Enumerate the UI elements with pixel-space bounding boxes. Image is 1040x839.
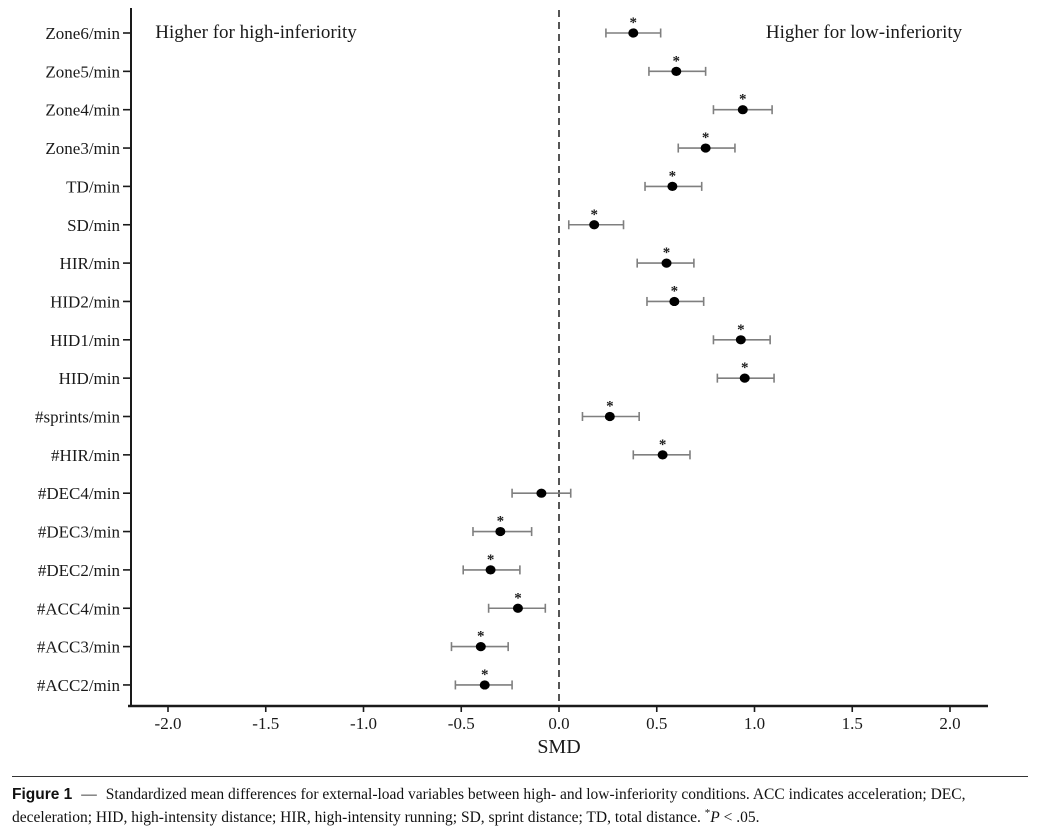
data-point — [657, 450, 668, 460]
x-tick-label: 1.5 — [842, 714, 863, 733]
category-label: Zone6/min — [45, 24, 120, 43]
significance-asterisk: * — [487, 552, 495, 568]
significance-asterisk: * — [590, 207, 598, 223]
category-label: Zone4/min — [45, 101, 120, 120]
significance-asterisk: * — [671, 283, 679, 299]
category-label: #DEC4/min — [38, 484, 121, 503]
data-point — [669, 296, 680, 307]
significance-asterisk: * — [737, 322, 745, 338]
figure-caption-text: Standardized mean differences for extern… — [12, 786, 966, 827]
significance-asterisk: * — [739, 92, 747, 108]
significance-asterisk: * — [481, 667, 489, 683]
annotation-higher-high-inferiority: Higher for high-inferiority — [155, 22, 357, 43]
x-tick-label: -1.0 — [350, 714, 377, 733]
data-point — [495, 526, 506, 537]
x-tick-label: -2.0 — [155, 714, 182, 733]
data-point — [536, 488, 547, 498]
significance-asterisk: * — [606, 399, 614, 415]
figure-caption: Figure 1 — Standardized mean differences f… — [12, 776, 1028, 829]
category-label: #ACC3/min — [37, 638, 121, 657]
category-label: #sprints/min — [35, 408, 121, 427]
data-point — [512, 603, 523, 613]
x-tick-label: 0.0 — [548, 714, 569, 733]
category-label: HID1/min — [50, 331, 120, 350]
category-label: HIR/min — [60, 254, 121, 273]
significance-asterisk: * — [669, 168, 677, 184]
category-label: #ACC2/min — [37, 676, 121, 695]
significance-note-star: * — [704, 807, 711, 819]
category-label: HID/min — [59, 369, 121, 388]
figure-caption-label: Figure 1 — [12, 786, 73, 803]
significance-asterisk: * — [702, 130, 710, 146]
category-label: HID2/min — [50, 292, 120, 311]
x-tick-label: 0.5 — [646, 714, 667, 733]
category-label: Zone5/min — [45, 62, 120, 81]
data-point — [479, 680, 490, 690]
category-label: #ACC4/min — [37, 599, 121, 618]
x-tick-label: -1.5 — [252, 714, 279, 733]
x-tick-label: 1.0 — [744, 714, 765, 733]
category-label: #DEC2/min — [38, 561, 121, 580]
x-axis-title: SMD — [537, 736, 580, 758]
x-tick-label: 2.0 — [939, 714, 960, 733]
annotation-higher-low-inferiority: Higher for low-inferiority — [766, 22, 963, 43]
significance-asterisk: * — [497, 514, 505, 530]
data-point — [667, 181, 678, 191]
category-label: #HIR/min — [51, 446, 120, 465]
data-point — [700, 143, 711, 153]
category-label: SD/min — [67, 216, 120, 235]
figure-caption-separator: — — [81, 786, 97, 803]
category-label: TD/min — [66, 177, 120, 196]
data-point — [661, 258, 672, 268]
data-point — [671, 66, 682, 76]
data-point — [475, 642, 486, 652]
category-label: Zone3/min — [45, 139, 120, 158]
category-label: #DEC3/min — [38, 523, 121, 542]
significance-asterisk: * — [630, 15, 638, 31]
data-point — [737, 105, 748, 115]
data-point — [628, 28, 639, 38]
significance-note-p: P — [710, 809, 720, 827]
significance-asterisk: * — [741, 360, 749, 376]
significance-asterisk: * — [673, 53, 681, 69]
data-point — [739, 373, 750, 383]
significance-asterisk: * — [514, 590, 522, 606]
significance-asterisk: * — [663, 245, 671, 261]
data-point — [485, 565, 496, 575]
data-point — [735, 335, 746, 345]
x-tick-label: -0.5 — [448, 714, 475, 733]
significance-asterisk: * — [477, 629, 485, 645]
data-point — [589, 220, 600, 230]
significance-note-rest: < .05. — [719, 809, 760, 827]
significance-asterisk: * — [659, 437, 667, 453]
data-point — [604, 411, 615, 422]
forest-plot-canvas: -2.0 -1.5 -1.0 -0.5 0.0 0.5 1.0 1.5 2.0 SMD Zone6/… — [35, 8, 988, 758]
